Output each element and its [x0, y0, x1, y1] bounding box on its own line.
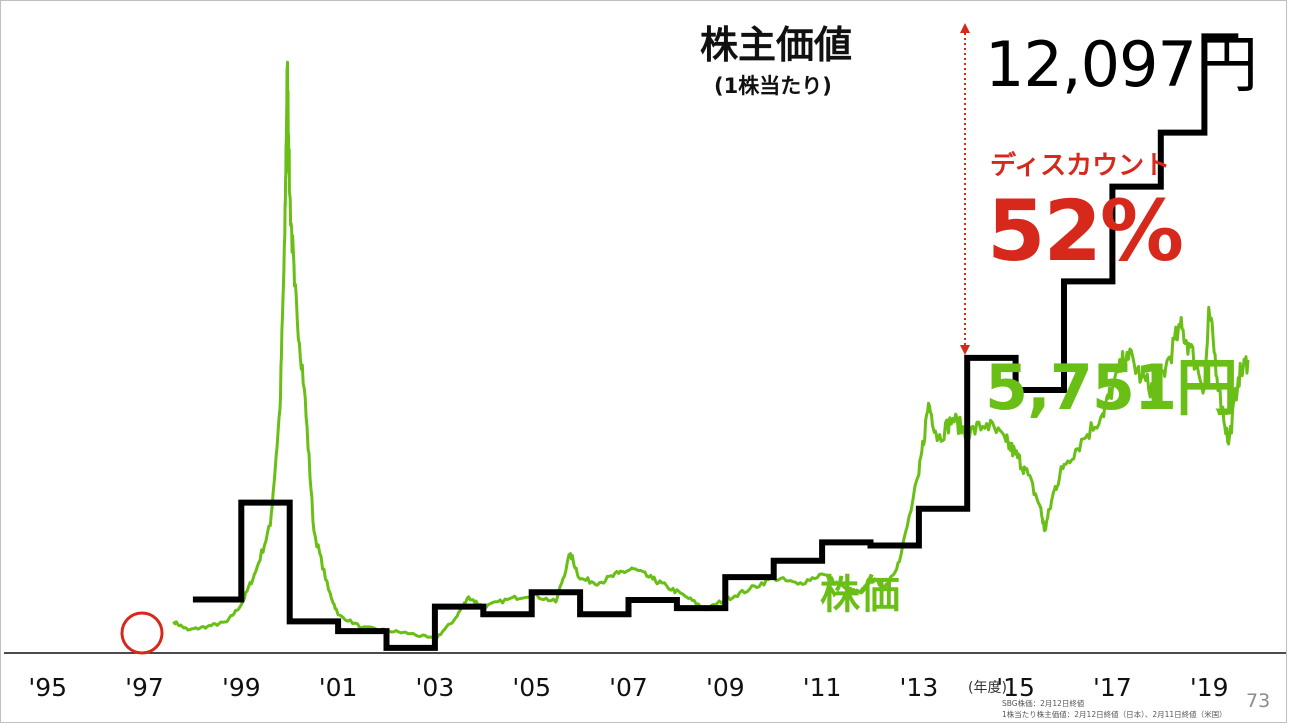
start-marker-circle: [120, 611, 164, 655]
x-tick-label: '13: [899, 673, 939, 702]
x-tick-label: '95: [28, 673, 68, 702]
share-price-value: 5,751円: [985, 351, 1238, 424]
discount-value: 52%: [987, 182, 1184, 280]
page-number: 73: [1246, 690, 1271, 712]
share-price-series-label: 株価: [820, 572, 900, 618]
x-tick-label: '09: [705, 673, 745, 702]
x-axis-unit: (年度): [968, 680, 1007, 696]
footnote-shareholder-value: 1株当たり株主価値：2月12日終値（日本）、2月11日終値（米国）: [1002, 710, 1227, 719]
shareholder-value-label: 12,097円: [985, 28, 1258, 101]
x-tick-label: '17: [1093, 673, 1132, 702]
x-tick-label: '07: [609, 673, 648, 702]
x-tick-label: '01: [318, 673, 358, 702]
chart-title: 株主価値: [700, 23, 853, 67]
discount-label: ディスカウント: [990, 151, 1171, 181]
footnote-share-price: SBG株価：2月12日終値: [1002, 699, 1085, 708]
x-tick-label: '99: [221, 673, 261, 702]
x-tick-label: '03: [415, 673, 455, 702]
x-tick-label: '15: [996, 673, 1035, 702]
chart-subtitle: (1株当たり): [714, 74, 832, 98]
share-price-line: [172, 60, 1250, 641]
x-tick-label: '97: [125, 673, 164, 702]
x-tick-label: '19: [1189, 673, 1229, 702]
shareholder-value-step-line: [192, 33, 1239, 651]
x-tick-label: '11: [802, 673, 842, 702]
x-tick-label: '05: [512, 673, 552, 702]
